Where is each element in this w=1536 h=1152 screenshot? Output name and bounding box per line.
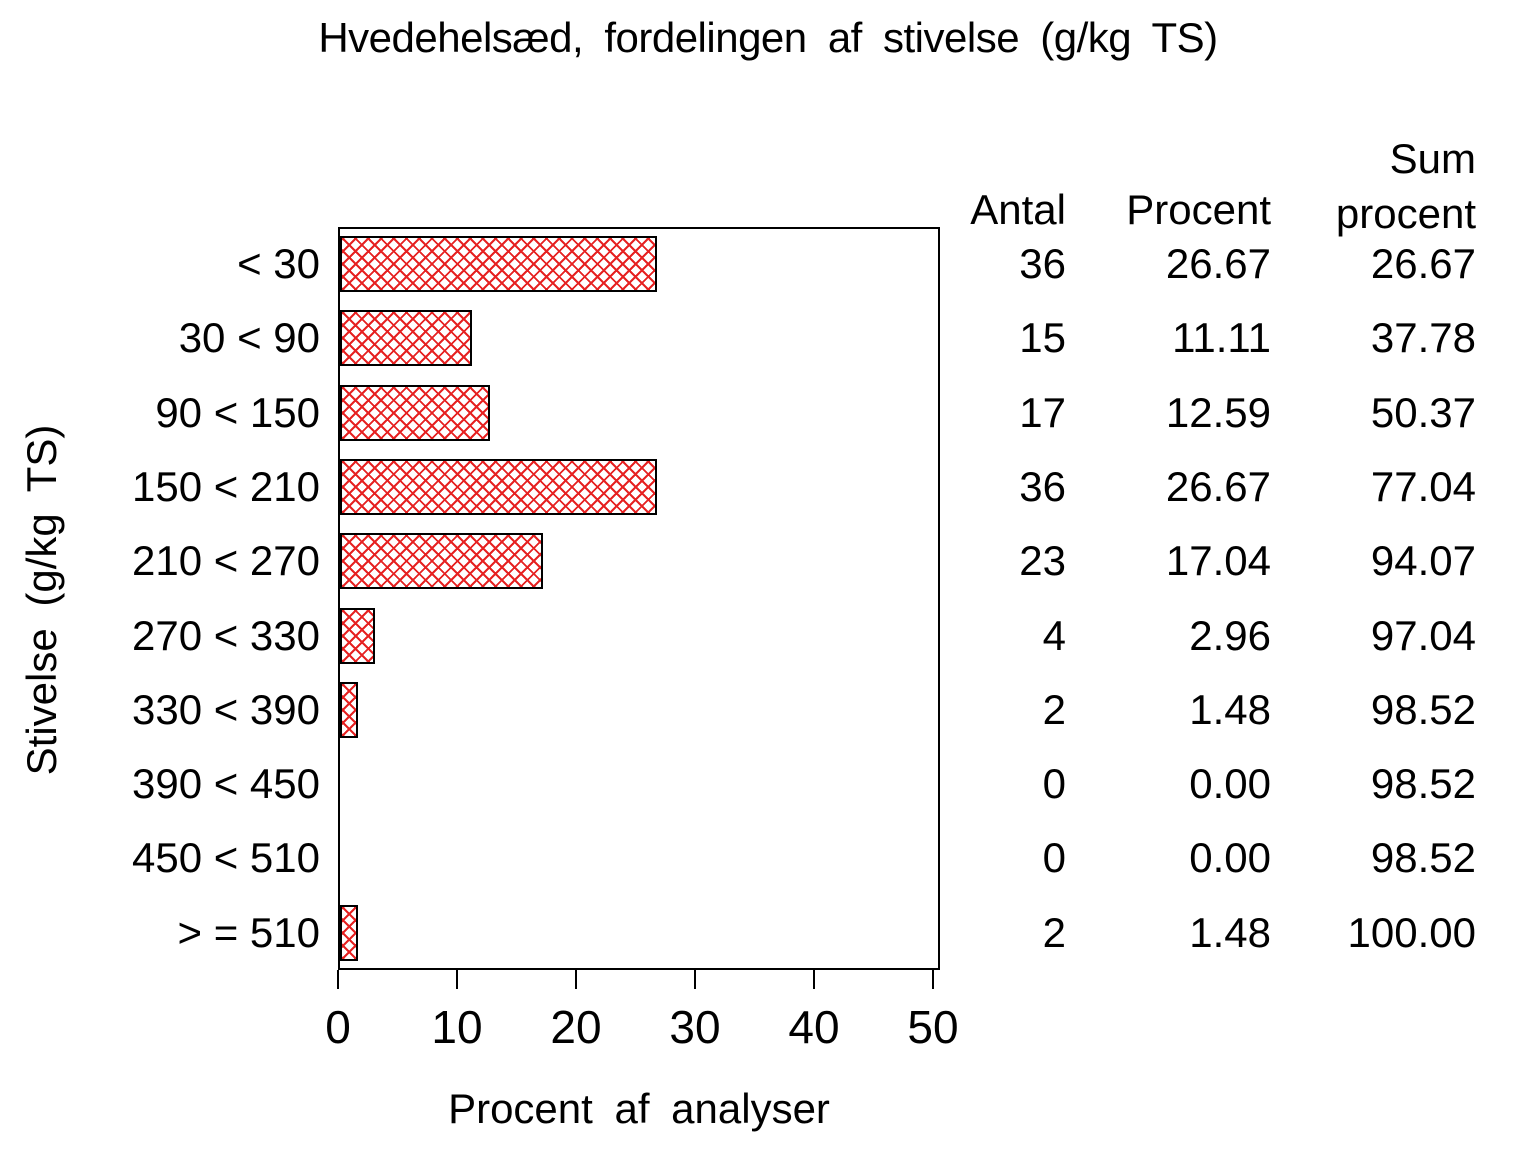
y-category-label: 330 < 390 (131, 685, 320, 733)
procent-value: 0.00 (1189, 834, 1271, 882)
bar (340, 384, 490, 441)
sum-procent-value: 50.37 (1370, 388, 1476, 436)
procent-value: 2.96 (1189, 611, 1271, 659)
antal-value: 2 (1042, 685, 1066, 733)
sum-procent-value: 94.07 (1370, 537, 1476, 585)
bar (340, 310, 473, 367)
x-tick-mark (813, 970, 815, 989)
x-tick-mark (932, 970, 934, 989)
chart-title: Hvedehelsæd, fordelingen af stivelse (g/… (318, 14, 1218, 61)
table-row: 0 0.00 98.52 (950, 830, 1476, 886)
x-tick-mark (456, 970, 458, 989)
x-tick-label: 20 (550, 1001, 602, 1053)
table-header-sum-line2: procent (1335, 190, 1476, 237)
table-row: 15 11.11 37.78 (950, 310, 1476, 366)
sum-procent-value: 97.04 (1370, 611, 1476, 659)
procent-value: 12.59 (1165, 388, 1271, 436)
sum-procent-value: 98.52 (1370, 685, 1476, 733)
table-row: 4 2.96 97.04 (950, 608, 1476, 664)
y-category-label: < 30 (237, 240, 320, 287)
bars-area (340, 227, 935, 970)
antal-value: 23 (1019, 537, 1066, 585)
antal-value: 2 (1042, 908, 1066, 956)
sum-procent-value: 98.52 (1370, 760, 1476, 808)
y-category-label: 450 < 510 (131, 834, 320, 882)
sum-procent-value: 26.67 (1370, 240, 1476, 287)
antal-value: 0 (1042, 834, 1066, 882)
procent-value: 17.04 (1165, 537, 1271, 585)
procent-value: 1.48 (1189, 685, 1271, 733)
y-category-label: > = 510 (177, 908, 320, 956)
antal-value: 36 (1019, 240, 1066, 287)
bar (340, 681, 358, 738)
plot-frame (338, 227, 940, 970)
table-header-procent: Procent (1126, 186, 1271, 233)
antal-value: 0 (1042, 760, 1066, 808)
y-category-label: 90 < 150 (155, 388, 320, 436)
y-category-label: 30 < 90 (178, 314, 320, 362)
procent-value: 26.67 (1165, 462, 1271, 510)
table-header-sum-line1: Sum (1389, 135, 1476, 182)
bar (340, 904, 358, 961)
y-category-label: 150 < 210 (131, 462, 320, 510)
procent-value: 0.00 (1189, 760, 1271, 808)
x-tick-mark (694, 970, 696, 989)
x-axis-label: Procent af analyser (448, 1085, 830, 1132)
x-tick-label: 0 (325, 1001, 351, 1053)
antal-value: 15 (1019, 314, 1066, 362)
x-tick-mark (337, 970, 339, 989)
antal-value: 4 (1042, 611, 1066, 659)
table-row: 2 1.48 100.00 (950, 905, 1476, 961)
table-row: 0 0.00 98.52 (950, 756, 1476, 812)
antal-value: 36 (1019, 462, 1066, 510)
table-header-sum-procent: Sum procent (1271, 131, 1476, 241)
table-row: 23 17.04 94.07 (950, 533, 1476, 589)
sum-procent-value: 98.52 (1370, 834, 1476, 882)
x-tick-label: 10 (431, 1001, 483, 1053)
y-category-label: 270 < 330 (131, 611, 320, 659)
antal-value: 17 (1019, 388, 1066, 436)
procent-value: 1.48 (1189, 908, 1271, 956)
x-tick-label: 50 (907, 1001, 959, 1053)
table-row: 17 12.59 50.37 (950, 385, 1476, 441)
procent-value: 26.67 (1165, 240, 1271, 287)
sum-procent-value: 37.78 (1370, 314, 1476, 362)
sum-procent-value: 77.04 (1370, 462, 1476, 510)
table-header-antal: Antal (970, 186, 1066, 233)
bar (340, 607, 376, 664)
table-row: 2 1.48 98.52 (950, 682, 1476, 738)
table-row: 36 26.67 77.04 (950, 459, 1476, 515)
sum-procent-value: 100.00 (1347, 908, 1476, 956)
bar (340, 533, 543, 590)
y-category-label: 210 < 270 (131, 537, 320, 585)
bar (340, 458, 658, 515)
y-axis-label: Stivelse (g/kg TS) (18, 424, 65, 776)
table-row: 36 26.67 26.67 (950, 236, 1476, 292)
x-tick-label: 40 (788, 1001, 840, 1053)
x-tick-label: 30 (669, 1001, 721, 1053)
procent-value: 11.11 (1172, 314, 1271, 362)
x-tick-mark (575, 970, 577, 989)
bar (340, 236, 658, 292)
y-category-label: 390 < 450 (131, 760, 320, 808)
